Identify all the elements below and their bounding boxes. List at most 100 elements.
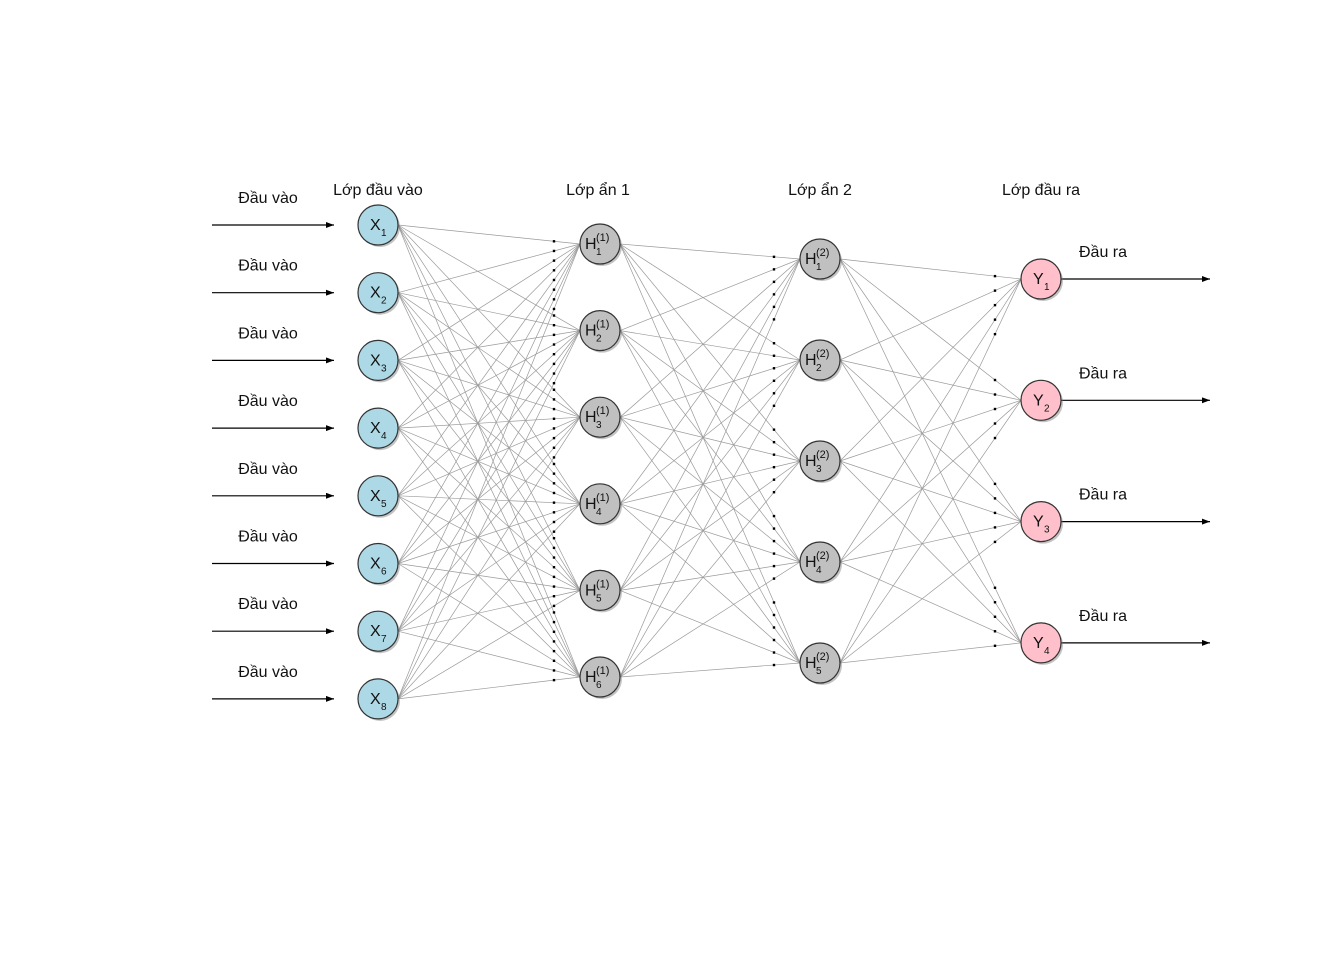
node-symbol: H — [585, 323, 597, 340]
weight-dot — [993, 615, 997, 618]
node-superscript: (2) — [816, 550, 829, 562]
node-subscript: 4 — [816, 565, 822, 576]
connection-line — [619, 561, 801, 678]
weight-dot — [552, 640, 556, 643]
connection-line — [397, 427, 581, 591]
node-subscript: 6 — [381, 567, 387, 578]
connection-line — [397, 563, 581, 591]
weight-dot — [772, 527, 776, 530]
weight-dot — [552, 462, 556, 466]
weight-dot — [993, 482, 997, 486]
connection-line — [619, 258, 801, 591]
weight-dot — [993, 393, 997, 396]
weight-dot — [772, 663, 776, 667]
node-subscript: 3 — [1044, 525, 1050, 536]
node-symbol: Y — [1033, 271, 1044, 288]
weight-dot — [993, 630, 997, 633]
weight-dot — [552, 398, 556, 401]
weight-dot — [552, 240, 556, 243]
node-circle — [1020, 622, 1062, 664]
output-label: Đầu ra — [1079, 608, 1127, 625]
connection-line — [619, 503, 801, 563]
connection-line — [619, 590, 801, 664]
connection-line — [397, 360, 581, 418]
node-circle — [579, 569, 621, 612]
connection-line — [839, 521, 1022, 664]
weight-dot — [772, 280, 776, 284]
connection-line — [397, 416, 581, 429]
weight-dot — [552, 491, 556, 495]
input-label: Đầu vào — [238, 461, 298, 478]
node-circle — [1020, 500, 1062, 543]
input-label: Đầu vào — [238, 664, 298, 681]
node-symbol: H — [585, 236, 597, 253]
connection-line — [839, 400, 1022, 664]
node-circle — [357, 407, 399, 449]
connection-line — [839, 359, 1022, 522]
weight-dot — [772, 354, 776, 357]
node-symbol: H — [805, 352, 817, 369]
connection-line — [619, 330, 801, 664]
node-circle — [579, 656, 621, 698]
weight-dot — [772, 638, 776, 642]
connection-line — [839, 278, 1022, 664]
connection-line — [839, 278, 1022, 563]
node-superscript: (1) — [596, 492, 609, 504]
layer-title: Lớp đầu vào — [333, 182, 423, 199]
connection-line — [397, 360, 581, 591]
weight-dot — [772, 465, 776, 469]
weight-dot — [552, 678, 556, 682]
weight-dot — [552, 546, 556, 550]
connection-line — [619, 416, 801, 664]
connection-line — [397, 590, 581, 700]
node-circle — [357, 339, 399, 381]
connection-line — [397, 563, 581, 678]
weight-dot — [552, 278, 556, 282]
connection-line — [397, 243, 581, 361]
connection-line — [397, 243, 581, 700]
connection-line — [619, 330, 801, 563]
weight-dot — [772, 392, 776, 395]
input-label: Đầu vào — [238, 190, 298, 207]
node-superscript: (1) — [596, 232, 609, 244]
connection-line — [397, 224, 581, 678]
connection-line — [397, 224, 581, 418]
weight-dot — [552, 566, 556, 569]
node-subscript: 2 — [1044, 403, 1050, 414]
weight-dot — [993, 303, 997, 307]
weight-dot — [993, 540, 997, 544]
connection-line — [397, 360, 581, 505]
connections-group — [397, 224, 1022, 700]
connection-line — [397, 224, 581, 504]
weight-dot — [552, 298, 556, 301]
node-subscript: 6 — [596, 680, 602, 691]
connection-line — [397, 416, 581, 564]
weight-dot — [993, 511, 997, 515]
connection-line — [397, 416, 581, 632]
weight-dot — [772, 651, 776, 654]
connection-line — [397, 503, 581, 632]
weight-dot — [552, 501, 556, 504]
node-subscript: 2 — [816, 363, 822, 374]
weight-dot — [552, 604, 556, 608]
connection-line — [397, 503, 581, 564]
node-circle — [357, 542, 399, 585]
connection-line — [397, 495, 581, 678]
node-symbol: X — [370, 217, 381, 234]
layer-title: Lớp đầu ra — [1002, 182, 1080, 199]
node-superscript: (2) — [816, 247, 829, 259]
node-subscript: 4 — [1044, 646, 1050, 657]
connection-line — [839, 258, 1022, 280]
hidden-node: H 5 (1) — [579, 569, 622, 613]
weight-dot — [772, 404, 776, 407]
connection-line — [839, 278, 1022, 462]
node-circle — [357, 678, 399, 720]
connection-line — [619, 503, 801, 664]
weight-dot — [772, 577, 776, 580]
weight-dot — [772, 478, 776, 481]
node-circle — [799, 238, 841, 280]
